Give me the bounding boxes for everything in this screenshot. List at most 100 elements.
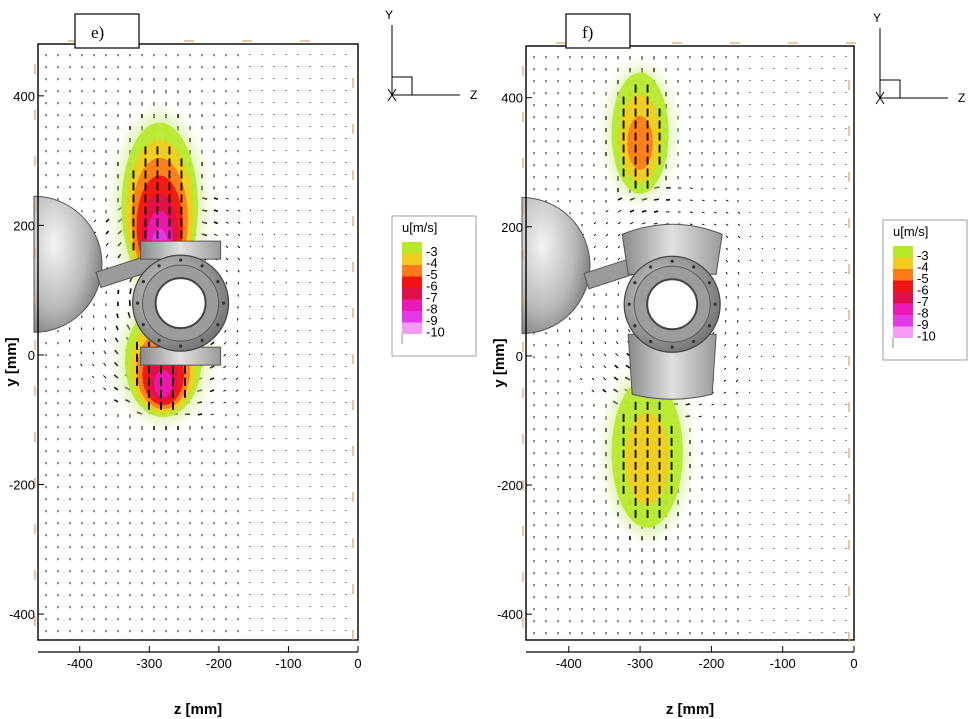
velocity-arrow xyxy=(68,327,71,331)
velocity-arrow xyxy=(685,415,691,418)
velocity-arrow xyxy=(209,389,215,393)
hub-bore xyxy=(646,278,699,331)
velocity-arrow xyxy=(698,403,703,406)
velocity-arrow xyxy=(773,355,775,358)
legend-label: -9 xyxy=(426,313,438,328)
velocity-arrow xyxy=(92,363,95,367)
velocity-arrow xyxy=(736,331,739,335)
velocity-arrow xyxy=(735,379,739,383)
velocity-arrow xyxy=(235,377,239,380)
velocity-arrow xyxy=(579,377,583,381)
velocity-arrow xyxy=(248,377,251,380)
velocity-arrow xyxy=(761,355,763,358)
velocity-arrow xyxy=(103,362,107,367)
velocity-arrow xyxy=(591,377,595,381)
legend-swatch xyxy=(402,242,422,254)
legend-swatch xyxy=(402,276,422,288)
velocity-arrow xyxy=(80,339,83,343)
velocity-arrow xyxy=(117,253,122,259)
velocity-arrow xyxy=(248,389,251,392)
y-tick-label: -200 xyxy=(497,478,523,493)
velocity-arrow xyxy=(235,353,239,357)
velocity-arrow xyxy=(237,221,241,224)
legend-label: -6 xyxy=(426,279,438,294)
velocity-arrow xyxy=(605,210,609,213)
hub-bolt xyxy=(216,323,220,327)
velocity-arrow xyxy=(225,281,228,285)
velocity-arrow xyxy=(223,389,227,392)
velocity-arrow xyxy=(605,257,608,261)
legend-label: -8 xyxy=(917,306,929,321)
velocity-arrow xyxy=(591,365,595,369)
velocity-arrow xyxy=(224,329,227,333)
velocity-arrow xyxy=(273,257,275,260)
velocity-arrow xyxy=(213,209,219,213)
velocity-arrow xyxy=(261,233,264,236)
x-tick-label: 0 xyxy=(850,656,857,671)
legend-label: -4 xyxy=(426,256,438,271)
velocity-arrow xyxy=(725,199,729,202)
velocity-arrow xyxy=(237,209,241,212)
legend-label: -9 xyxy=(917,317,929,332)
hub-bolt xyxy=(649,339,653,344)
y-tick-label: 0 xyxy=(516,349,523,364)
legend-label: -10 xyxy=(426,325,445,340)
y-tick-label: -400 xyxy=(9,607,35,622)
hub-bolt xyxy=(222,301,226,305)
velocity-arrow xyxy=(260,365,263,368)
velocity-arrow xyxy=(103,350,107,355)
velocity-arrow xyxy=(713,211,717,214)
legend-label: -3 xyxy=(917,248,929,263)
hub-bolt xyxy=(627,302,631,306)
plot-frame xyxy=(37,43,359,641)
velocity-arrow xyxy=(604,317,607,321)
hub-bolt xyxy=(692,339,696,344)
velocity-arrow xyxy=(737,235,741,239)
velocity-arrow xyxy=(225,245,229,249)
velocity-arrow xyxy=(114,349,119,355)
velocity-arrow xyxy=(225,209,229,212)
y-tick-label: 200 xyxy=(501,220,523,235)
triad-x-mark xyxy=(387,88,397,102)
velocity-arrow xyxy=(80,363,83,367)
velocity-arrow xyxy=(614,364,619,369)
velocity-arrow xyxy=(616,329,619,333)
velocity-arrow xyxy=(615,353,619,357)
legend-label: -3 xyxy=(426,244,438,259)
velocity-arrow xyxy=(103,375,107,379)
velocity-arrow xyxy=(580,329,583,333)
velocity-arrow xyxy=(591,389,595,393)
hub-bolt xyxy=(179,258,183,262)
velocity-arrow xyxy=(273,233,276,236)
velocity-arrow xyxy=(749,343,751,346)
rotor-model xyxy=(33,195,230,366)
velocity-arrow xyxy=(593,233,597,237)
legend-swatch xyxy=(893,326,913,338)
velocity-arrow xyxy=(225,269,228,273)
velocity-arrow xyxy=(604,329,607,333)
triad-y-label: Y xyxy=(385,8,393,22)
velocity-arrow xyxy=(556,329,559,333)
velocity-arrow xyxy=(613,376,619,381)
legend-swatch xyxy=(402,265,422,277)
legend-label: -8 xyxy=(426,302,438,317)
velocity-arrow xyxy=(723,391,727,394)
velocity-arrow xyxy=(249,245,252,248)
velocity-arrow xyxy=(617,245,621,249)
velocity-arrow xyxy=(737,259,740,263)
velocity-arrow xyxy=(602,388,607,393)
velocity-arrow xyxy=(736,319,739,323)
velocity-arrow xyxy=(605,233,609,237)
velocity-arrow xyxy=(92,351,95,355)
panel-tag: f) xyxy=(582,23,593,42)
color-legend: u[m/s] -3-4-5-6-7-8-9-10 xyxy=(391,215,477,357)
legend-label: -6 xyxy=(917,283,929,298)
velocity-arrow xyxy=(749,247,752,250)
hub-bolt xyxy=(141,323,145,327)
legend-swatch xyxy=(402,322,422,334)
velocity-arrow xyxy=(749,235,752,238)
velocity-arrow xyxy=(223,365,227,369)
legend-swatch xyxy=(402,253,422,265)
velocity-arrow xyxy=(201,233,208,237)
